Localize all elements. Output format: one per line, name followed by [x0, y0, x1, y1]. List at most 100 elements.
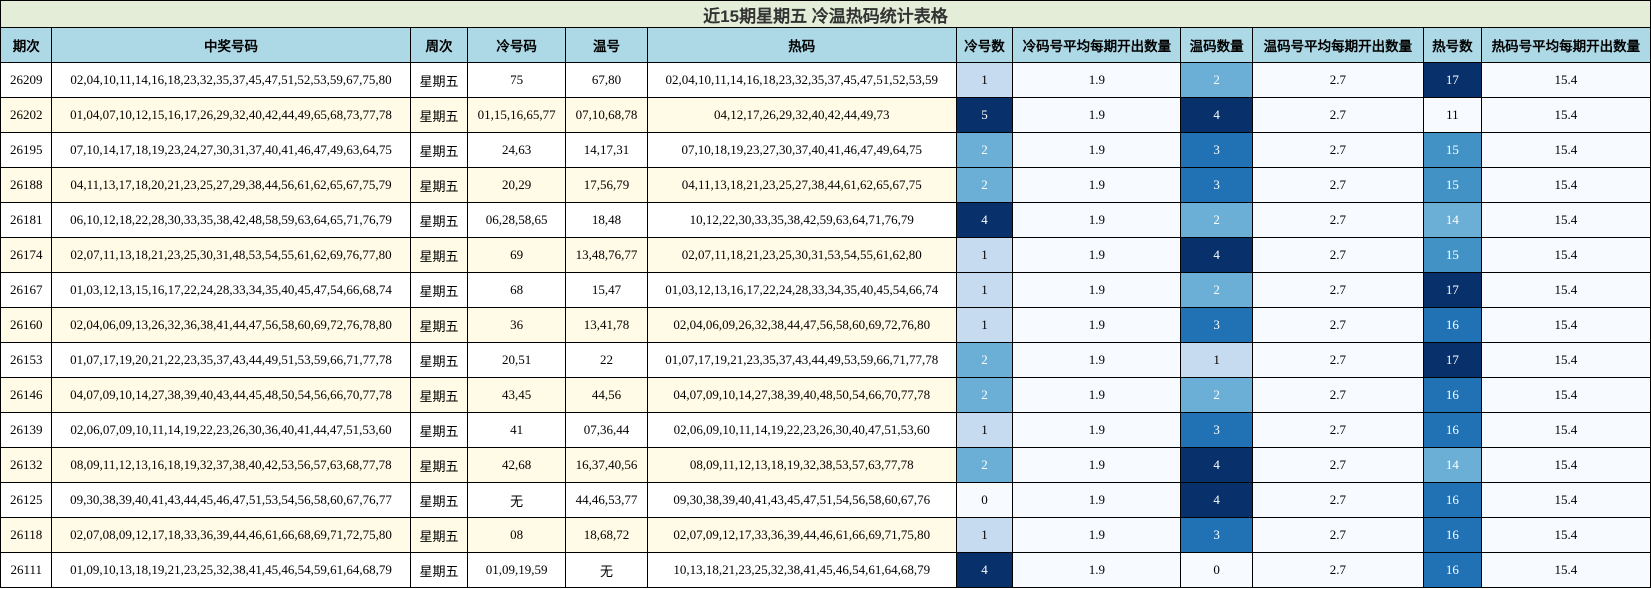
cell-warm-avg: 2.7 — [1251, 447, 1425, 483]
header-hot: 热码 — [646, 27, 957, 63]
cell-cold-avg: 1.9 — [1012, 517, 1182, 553]
cell-hot-count: 16 — [1423, 517, 1482, 553]
cell-warm: 15,47 — [565, 272, 648, 308]
cell-warm: 13,41,78 — [565, 307, 648, 343]
table-row: 26139 02,06,07,09,10,11,14,19,22,23,26,30… — [0, 412, 1651, 448]
cell-warm-avg: 2.7 — [1251, 237, 1425, 273]
cell-warm-count: 4 — [1180, 447, 1253, 483]
cell-hot-avg: 15.4 — [1480, 62, 1651, 98]
cell-numbers: 04,07,09,10,14,27,38,39,40,43,44,45,48,5… — [51, 377, 411, 413]
cell-cold-count: 5 — [955, 97, 1014, 133]
cell-hot-avg: 15.4 — [1480, 552, 1651, 588]
cell-warm-avg: 2.7 — [1251, 132, 1425, 168]
cell-weekday: 星期五 — [409, 202, 469, 238]
cell-hot-count: 16 — [1423, 552, 1482, 588]
cell-period: 26188 — [0, 167, 53, 203]
cell-hot: 04,12,17,26,29,32,40,42,44,49,73 — [646, 97, 957, 133]
cell-warm: 无 — [565, 552, 648, 588]
cell-cold-count: 2 — [955, 447, 1014, 483]
header-row: 期次 中奖号码 周次 冷号码 温号 热码 冷号数 冷码号平均每期开出数量 温码数… — [0, 27, 1651, 63]
header-cold-avg: 冷码号平均每期开出数量 — [1012, 27, 1182, 63]
cell-hot-count: 16 — [1423, 482, 1482, 518]
cell-warm-avg: 2.7 — [1251, 62, 1425, 98]
header-hot-avg: 热码号平均每期开出数量 — [1480, 27, 1651, 63]
cell-hot: 02,06,09,10,11,14,19,22,23,26,30,40,47,5… — [646, 412, 957, 448]
cell-hot-count: 17 — [1423, 62, 1482, 98]
cell-numbers: 02,07,08,09,12,17,18,33,36,39,44,46,61,6… — [51, 517, 411, 553]
cell-cold: 20,29 — [467, 167, 567, 203]
cell-hot: 10,12,22,30,33,35,38,42,59,63,64,71,76,7… — [646, 202, 957, 238]
cell-warm-count: 3 — [1180, 307, 1253, 343]
cell-warm: 13,48,76,77 — [565, 237, 648, 273]
cell-period: 26132 — [0, 447, 53, 483]
cell-period: 26202 — [0, 97, 53, 133]
table-row: 26153 01,07,17,19,20,21,22,23,35,37,43,44… — [0, 342, 1651, 378]
cell-numbers: 06,10,12,18,22,28,30,33,35,38,42,48,58,5… — [51, 202, 411, 238]
cell-hot-avg: 15.4 — [1480, 237, 1651, 273]
cell-numbers: 04,11,13,17,18,20,21,23,25,27,29,38,44,5… — [51, 167, 411, 203]
cell-numbers: 09,30,38,39,40,41,43,44,45,46,47,51,53,5… — [51, 482, 411, 518]
header-numbers: 中奖号码 — [51, 27, 411, 63]
cell-warm-avg: 2.7 — [1251, 167, 1425, 203]
cell-cold-count: 2 — [955, 342, 1014, 378]
table-row: 26188 04,11,13,17,18,20,21,23,25,27,29,38… — [0, 167, 1651, 203]
cell-warm: 17,56,79 — [565, 167, 648, 203]
cell-cold-count: 0 — [955, 482, 1014, 518]
cell-numbers: 02,07,11,13,18,21,23,25,30,31,48,53,54,5… — [51, 237, 411, 273]
cell-warm: 44,56 — [565, 377, 648, 413]
cell-numbers: 01,03,12,13,15,16,17,22,24,28,33,34,35,4… — [51, 272, 411, 308]
cell-hot: 02,04,10,11,14,16,18,23,32,35,37,45,47,5… — [646, 62, 957, 98]
cell-hot: 01,07,17,19,21,23,35,37,43,44,49,53,59,6… — [646, 342, 957, 378]
cell-warm-avg: 2.7 — [1251, 482, 1425, 518]
cell-numbers: 01,04,07,10,12,15,16,17,26,29,32,40,42,4… — [51, 97, 411, 133]
cell-hot: 02,04,06,09,26,32,38,44,47,56,58,60,69,7… — [646, 307, 957, 343]
table-row: 26209 02,04,10,11,14,16,18,23,32,35,37,45… — [0, 62, 1651, 98]
cell-cold: 20,51 — [467, 342, 567, 378]
cell-period: 26153 — [0, 342, 53, 378]
cell-weekday: 星期五 — [409, 167, 469, 203]
cell-cold-avg: 1.9 — [1012, 237, 1182, 273]
cell-warm-count: 3 — [1180, 167, 1253, 203]
cell-hot-count: 16 — [1423, 377, 1482, 413]
cell-hot-count: 14 — [1423, 202, 1482, 238]
table-row: 26125 09,30,38,39,40,41,43,44,45,46,47,51… — [0, 482, 1651, 518]
cell-weekday: 星期五 — [409, 62, 469, 98]
cell-hot-avg: 15.4 — [1480, 307, 1651, 343]
cell-hot: 02,07,09,12,17,33,36,39,44,46,61,66,69,7… — [646, 517, 957, 553]
cell-numbers: 08,09,11,12,13,16,18,19,32,37,38,40,42,5… — [51, 447, 411, 483]
cell-cold-count: 1 — [955, 272, 1014, 308]
cell-cold-count: 1 — [955, 517, 1014, 553]
cell-hot-avg: 15.4 — [1480, 132, 1651, 168]
cell-cold-avg: 1.9 — [1012, 62, 1182, 98]
cell-warm-count: 3 — [1180, 412, 1253, 448]
cell-warm: 18,68,72 — [565, 517, 648, 553]
table-row: 26174 02,07,11,13,18,21,23,25,30,31,48,53… — [0, 237, 1651, 273]
cell-warm: 67,80 — [565, 62, 648, 98]
cell-cold: 42,68 — [467, 447, 567, 483]
cell-numbers: 07,10,14,17,18,19,23,24,27,30,31,37,40,4… — [51, 132, 411, 168]
header-weekday: 周次 — [409, 27, 469, 63]
cell-numbers: 02,04,06,09,13,26,32,36,38,41,44,47,56,5… — [51, 307, 411, 343]
cell-hot-avg: 15.4 — [1480, 167, 1651, 203]
cell-weekday: 星期五 — [409, 97, 469, 133]
cell-cold-avg: 1.9 — [1012, 167, 1182, 203]
cell-warm: 14,17,31 — [565, 132, 648, 168]
table-title: 近15期星期五 冷温热码统计表格 — [0, 0, 1651, 28]
cell-period: 26174 — [0, 237, 53, 273]
cell-weekday: 星期五 — [409, 447, 469, 483]
cell-hot-avg: 15.4 — [1480, 202, 1651, 238]
cell-hot-avg: 15.4 — [1480, 412, 1651, 448]
cell-cold-count: 1 — [955, 307, 1014, 343]
cell-cold-count: 4 — [955, 552, 1014, 588]
cell-cold-count: 2 — [955, 132, 1014, 168]
cell-hot: 04,07,09,10,14,27,38,39,40,48,50,54,66,7… — [646, 377, 957, 413]
cell-period: 26118 — [0, 517, 53, 553]
cell-hot-avg: 15.4 — [1480, 482, 1651, 518]
cell-weekday: 星期五 — [409, 307, 469, 343]
cell-cold: 68 — [467, 272, 567, 308]
header-period: 期次 — [0, 27, 53, 63]
cell-hot-avg: 15.4 — [1480, 447, 1651, 483]
cell-cold: 01,15,16,65,77 — [467, 97, 567, 133]
cell-cold-count: 2 — [955, 167, 1014, 203]
